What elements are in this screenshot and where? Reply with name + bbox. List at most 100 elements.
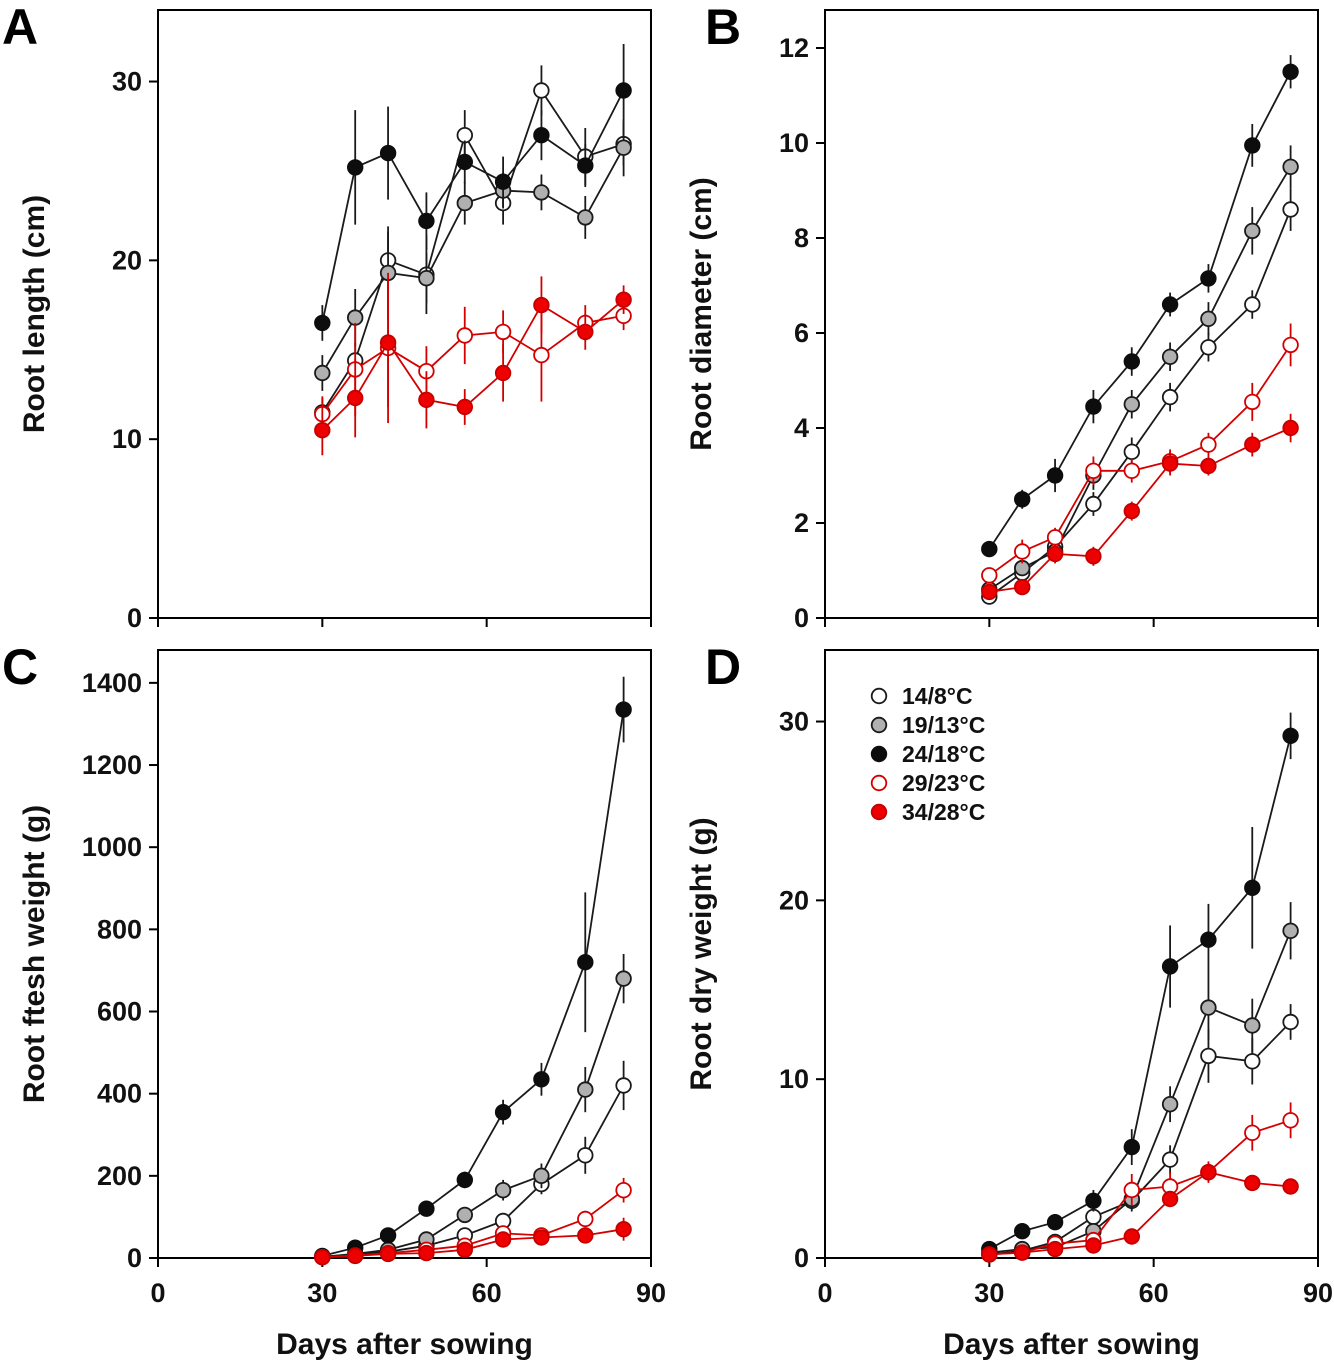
y-tick-label: 600 xyxy=(97,997,142,1027)
series-2-marker xyxy=(1200,931,1217,948)
series-0-marker xyxy=(1085,495,1102,513)
series-1-marker xyxy=(1282,922,1299,940)
legend-label-1: 19/13°C xyxy=(902,712,985,738)
series-4-marker xyxy=(1244,1174,1261,1192)
series-3-marker xyxy=(494,323,512,341)
series-4-marker xyxy=(1200,457,1217,475)
series-4-marker xyxy=(494,1231,512,1248)
series-4-marker xyxy=(577,1227,594,1244)
series-2-marker xyxy=(1046,467,1064,484)
series-0-marker xyxy=(533,82,550,99)
y-tick-label: 0 xyxy=(794,603,809,633)
series-3-marker xyxy=(1123,1181,1141,1199)
series-2-marker xyxy=(615,82,632,99)
plot-frame xyxy=(157,9,652,619)
legend-marker-1 xyxy=(870,716,888,734)
series-4-marker xyxy=(456,398,474,416)
series-4-marker xyxy=(1046,545,1064,563)
series-4-marker xyxy=(494,364,512,382)
series-4-marker xyxy=(981,583,998,601)
legend-marker-3 xyxy=(870,774,888,792)
y-tick-label: 30 xyxy=(112,67,142,97)
series-0-marker xyxy=(1200,339,1217,356)
legend-label-2: 24/18°C xyxy=(902,741,985,767)
legend-label-4: 34/28°C xyxy=(902,799,985,825)
series-0-marker xyxy=(1161,388,1179,406)
series-1-marker xyxy=(1200,310,1217,328)
series-1-marker xyxy=(577,209,594,226)
y-tick-label: 20 xyxy=(779,885,809,915)
series-2-marker xyxy=(577,157,594,174)
y-tick-label: 12 xyxy=(779,33,809,63)
series-2-line xyxy=(322,709,625,1257)
series-1-marker xyxy=(1161,348,1179,366)
series-2-marker xyxy=(533,126,550,144)
series-2-marker xyxy=(1282,63,1299,81)
series-3-marker xyxy=(1244,393,1261,411)
series-3-marker xyxy=(1014,543,1031,560)
x-tick-label: 0 xyxy=(150,1278,165,1308)
series-4-marker xyxy=(314,1249,331,1266)
plot-frame xyxy=(824,649,1319,1259)
x-tick-label: 60 xyxy=(472,1278,502,1308)
series-4-marker xyxy=(1085,1237,1102,1254)
series-3-marker xyxy=(1282,336,1299,354)
chart-root-diameter: 0 2 4 6 8 10 12 Root diameter (cm) xyxy=(685,9,1319,633)
series-2-marker xyxy=(1014,491,1031,508)
series-2-marker xyxy=(1014,1223,1031,1240)
series-0-marker xyxy=(456,126,474,144)
y-tick-label: 30 xyxy=(779,707,809,737)
series-1-marker xyxy=(1244,222,1261,240)
series-2-line xyxy=(321,90,625,324)
series-0-marker xyxy=(1161,1151,1179,1168)
series-1-marker xyxy=(615,139,632,156)
series-4-marker xyxy=(1123,1228,1141,1245)
y-tick-label: 1400 xyxy=(82,668,142,698)
y-tick-label: 0 xyxy=(794,1243,809,1273)
x-tick-label: 0 xyxy=(817,1278,832,1308)
series-2-marker xyxy=(314,314,331,332)
panel-a-letter: A xyxy=(2,0,39,55)
series-2-marker xyxy=(379,1227,397,1244)
series-2-marker xyxy=(1123,1138,1141,1156)
y-tick-label: 8 xyxy=(794,223,809,253)
x-tick-label: 30 xyxy=(307,1278,337,1308)
series-0-marker xyxy=(1244,296,1261,313)
series-4-marker xyxy=(533,1229,550,1246)
series-4-marker xyxy=(1244,436,1261,453)
chart-root-length: 0 10 20 30 Root length (cm) xyxy=(18,9,652,633)
series-0-marker xyxy=(615,1077,632,1094)
series-3-marker xyxy=(1200,436,1217,453)
series-1-marker xyxy=(314,364,331,382)
series-3-marker xyxy=(1244,1124,1261,1142)
series-3-marker xyxy=(981,567,998,584)
series-4-marker xyxy=(1282,419,1299,437)
chart-root-dry-weight: 0 10 20 30 0 30 60 90 Root dry weight (g) Days af… xyxy=(685,649,1333,1361)
series-1-marker xyxy=(456,194,474,212)
x-tick-label: 90 xyxy=(1303,1278,1333,1308)
y-tick-label: 10 xyxy=(779,128,809,158)
series-2-marker xyxy=(456,153,474,171)
series-3-line xyxy=(988,344,1292,577)
series-4-marker xyxy=(314,422,331,439)
y-tick-label: 20 xyxy=(112,245,142,275)
series-2-marker xyxy=(347,159,364,176)
panel-d-letter: D xyxy=(705,639,742,695)
series-4-marker xyxy=(1014,1244,1031,1261)
panel-c-letter: C xyxy=(2,639,39,695)
legend-label-0: 14/8°C xyxy=(902,683,973,709)
y-axis-title: Root diameter (cm) xyxy=(685,177,718,450)
series-4-marker xyxy=(379,1245,397,1263)
series-4-marker xyxy=(1085,548,1102,565)
series-1-marker xyxy=(494,1182,512,1199)
legend-marker-2 xyxy=(870,745,888,763)
x-tick-label: 90 xyxy=(636,1278,666,1308)
y-tick-label: 2 xyxy=(794,508,809,538)
series-4-marker xyxy=(1046,1240,1064,1258)
series-2-marker xyxy=(615,701,632,718)
series-2-marker xyxy=(1282,727,1299,745)
series-1-marker xyxy=(418,270,435,287)
series-1-marker xyxy=(456,1206,474,1224)
series-2-marker xyxy=(577,954,594,971)
